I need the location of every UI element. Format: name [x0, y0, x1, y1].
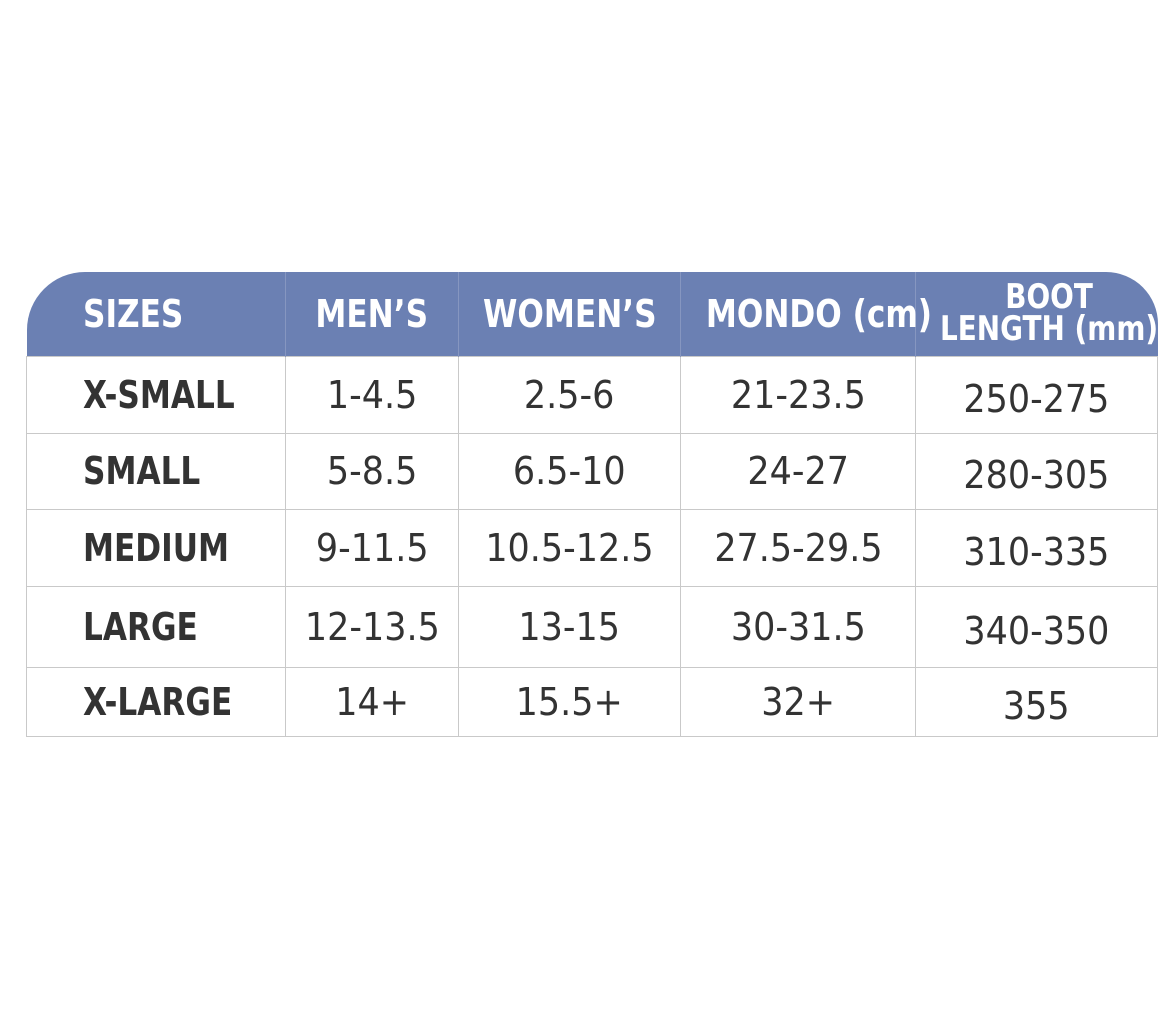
header-mondo: MONDO (cm) — [680, 272, 932, 356]
size-chart-table: SIZES MEN’S WOMEN’S MONDO (cm) BOOT LENG… — [26, 272, 1158, 737]
cell-womens: 2.5-6 — [458, 355, 681, 434]
cell-boot-length: 250-275 — [915, 355, 1158, 434]
cell-boot-length-value: 250-275 — [963, 376, 1110, 421]
cell-boot-length: 280-305 — [915, 432, 1158, 510]
cell-mondo-value: 32+ — [761, 679, 835, 724]
header-mens: MEN’S — [285, 272, 459, 356]
cell-boot-length-value: 310-335 — [963, 529, 1110, 574]
cell-mondo: 24-27 — [680, 432, 916, 510]
cell-mens-value: 5-8.5 — [326, 449, 418, 493]
header-mens-label: MEN’S — [315, 291, 429, 336]
cell-mondo-value: 27.5-29.5 — [713, 525, 883, 570]
cell-mondo: 21-23.5 — [680, 355, 916, 434]
table-row: MEDIUM 9-11.5 10.5-12.5 27.5-29.5 310-33… — [26, 508, 1158, 587]
cell-size: X-SMALL — [26, 355, 286, 434]
header-womens-label: WOMEN’S — [482, 291, 657, 336]
cell-mens-value: 9-11.5 — [315, 525, 429, 570]
header-sizes-label: SIZES — [82, 291, 183, 336]
cell-size-value: MEDIUM — [83, 525, 230, 570]
cell-boot-length-value: 355 — [1003, 683, 1070, 728]
header-sizes: SIZES — [26, 272, 286, 356]
cell-size-value: SMALL — [83, 449, 201, 493]
size-chart-header: SIZES MEN’S WOMEN’S MONDO (cm) BOOT LENG… — [26, 272, 1159, 356]
cell-mens: 1-4.5 — [285, 355, 459, 434]
header-boot-line2: LENGTH (mm) — [939, 309, 1159, 350]
table-row: LARGE 12-13.5 13-15 30-31.5 340-350 — [26, 585, 1158, 668]
table-row: X-LARGE 14+ 15.5+ 32+ 355 — [26, 666, 1158, 737]
cell-size: LARGE — [26, 585, 286, 668]
cell-size-value: X-LARGE — [83, 679, 233, 724]
cell-mondo: 32+ — [680, 666, 916, 737]
cell-size: SMALL — [26, 432, 286, 510]
cell-womens-value: 13-15 — [518, 604, 621, 649]
cell-womens-value: 15.5+ — [515, 679, 624, 724]
cell-mens: 9-11.5 — [285, 508, 459, 587]
cell-boot-length: 355 — [915, 666, 1158, 737]
cell-mondo: 30-31.5 — [680, 585, 916, 668]
cell-mens: 5-8.5 — [285, 432, 459, 510]
cell-womens-value: 6.5-10 — [513, 449, 626, 493]
cell-mens-value: 1-4.5 — [326, 372, 418, 417]
cell-womens: 13-15 — [458, 585, 681, 668]
header-boot-line1: BOOT — [1005, 277, 1093, 318]
cell-boot-length: 310-335 — [915, 508, 1158, 587]
cell-boot-length-value: 280-305 — [963, 453, 1110, 497]
table-row: SMALL 5-8.5 6.5-10 24-27 280-305 — [26, 432, 1158, 510]
cell-size: X-LARGE — [26, 666, 286, 737]
cell-size-value: LARGE — [83, 604, 198, 649]
size-chart-body: X-SMALL 1-4.5 2.5-6 21-23.5 250-275 SMAL… — [26, 355, 1158, 737]
header-row: SIZES MEN’S WOMEN’S MONDO (cm) BOOT LENG… — [26, 272, 1159, 356]
header-womens: WOMEN’S — [458, 272, 681, 356]
cell-mens: 12-13.5 — [285, 585, 459, 668]
cell-mens-value: 14+ — [335, 679, 409, 724]
cell-mondo-value: 30-31.5 — [730, 604, 866, 649]
cell-mens-value: 12-13.5 — [304, 604, 440, 649]
cell-mens: 14+ — [285, 666, 459, 737]
cell-boot-length-value: 340-350 — [963, 608, 1110, 653]
header-mondo-label: MONDO (cm) — [705, 291, 933, 336]
cell-womens-value: 2.5-6 — [524, 372, 615, 417]
cell-womens: 15.5+ — [458, 666, 681, 737]
cell-mondo-value: 21-23.5 — [730, 372, 866, 417]
header-boot-length: BOOT LENGTH (mm) — [915, 272, 1159, 356]
cell-womens: 10.5-12.5 — [458, 508, 681, 587]
cell-womens: 6.5-10 — [458, 432, 681, 510]
cell-mondo: 27.5-29.5 — [680, 508, 916, 587]
cell-mondo-value: 24-27 — [747, 449, 849, 493]
cell-size: MEDIUM — [26, 508, 286, 587]
cell-boot-length: 340-350 — [915, 585, 1158, 668]
header-boot-length-label: BOOT LENGTH (mm) — [939, 277, 1159, 350]
cell-size-value: X-SMALL — [83, 372, 235, 417]
table-row: X-SMALL 1-4.5 2.5-6 21-23.5 250-275 — [26, 355, 1158, 434]
cell-womens-value: 10.5-12.5 — [485, 525, 654, 570]
